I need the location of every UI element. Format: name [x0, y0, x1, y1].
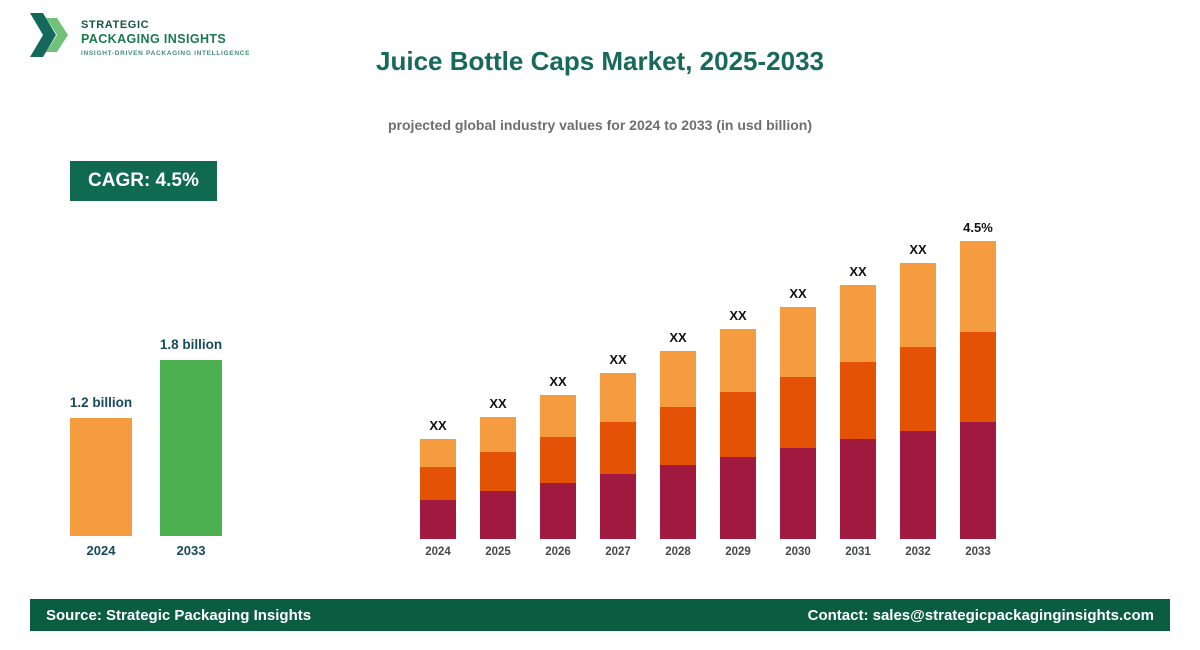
- footer-bar: Source: Strategic Packaging Insights Con…: [30, 599, 1170, 631]
- bar-segment-middle: [420, 467, 456, 500]
- bar-segment-middle: [840, 362, 876, 439]
- bar-segment-bottom: [780, 448, 816, 539]
- bar-segment-bottom: [540, 483, 576, 539]
- bar-segment-bottom: [480, 491, 516, 539]
- stacked-bar-top-label: XX: [789, 286, 807, 301]
- bar-segment-top: [720, 329, 756, 392]
- stacked-bar-year-label: 2027: [605, 546, 631, 558]
- bar-segment-middle: [660, 407, 696, 465]
- double-chevron-icon: [30, 12, 72, 63]
- stacked-bar-top-label: 4.5%: [963, 220, 993, 235]
- bar-segment-bottom: [600, 474, 636, 539]
- brand-tagline: INSIGHT-DRIVEN PACKAGING INTELLIGENCE: [81, 49, 251, 57]
- bar-segment-top: [420, 439, 456, 467]
- stacked-bar-group-2031: XX 2031: [840, 264, 876, 558]
- stacked-bar-top-label: XX: [429, 418, 447, 433]
- mini-bar-value-label: 1.8 billion: [159, 337, 223, 352]
- brand-wordmark: STRATEGIC PACKAGING INSIGHTS INSIGHT-DRI…: [81, 19, 250, 57]
- bar-segment-top: [540, 395, 576, 437]
- footer-contact: Contact: sales@strategicpackaginginsight…: [807, 606, 1154, 624]
- bar-segment-bottom: [420, 500, 456, 539]
- mini-bar-group-2033: 1.8 billion 2033: [160, 337, 222, 558]
- mini-bar-2033: [160, 360, 222, 536]
- stacked-bar-group-2030: XX 2030: [780, 286, 816, 558]
- stacked-bar-group-2033: 4.5% 2033: [960, 220, 996, 558]
- stacked-bar-year-label: 2029: [725, 546, 751, 558]
- footer-source: Source: Strategic Packaging Insights: [46, 606, 312, 624]
- stacked-bar-top-label: XX: [609, 352, 627, 367]
- bar-segment-top: [780, 307, 816, 377]
- bar-segment-middle: [600, 422, 636, 474]
- mini-bar-value-label: 1.2 billion: [69, 395, 133, 410]
- bar-segment-top: [480, 417, 516, 452]
- stacked-bar-2029: [720, 329, 756, 539]
- stacked-bar-year-label: 2031: [845, 546, 871, 558]
- stacked-bar-group-2028: XX 2028: [660, 330, 696, 558]
- stacked-bar-year-label: 2030: [785, 546, 811, 558]
- bar-segment-bottom: [900, 431, 936, 539]
- bar-segment-middle: [480, 452, 516, 491]
- bar-segment-middle: [780, 377, 816, 448]
- page-title: Juice Bottle Caps Market, 2025-2033: [376, 46, 824, 76]
- mini-bar-group-2024: 1.2 billion 2024: [70, 395, 132, 558]
- stacked-bar-group-2027: XX 2027: [600, 352, 636, 558]
- mini-comparison-chart: 1.2 billion 2024 1.8 billion 2033: [70, 337, 222, 558]
- stacked-bar-chart: XX 2024 XX 2025 XX 2026 XX 2027 XX 2028 XX 2029 XX 20…: [420, 220, 996, 558]
- brand-logo: STRATEGIC PACKAGING INSIGHTS INSIGHT-DRI…: [30, 12, 250, 63]
- bar-segment-top: [600, 373, 636, 422]
- stacked-bar-top-label: XX: [909, 242, 927, 257]
- stacked-bar-group-2029: XX 2029: [720, 308, 756, 558]
- stacked-bar-2031: [840, 285, 876, 539]
- bar-segment-bottom: [660, 465, 696, 539]
- stacked-bar-year-label: 2026: [545, 546, 571, 558]
- stacked-bar-top-label: XX: [729, 308, 747, 323]
- stacked-bar-2024: [420, 439, 456, 539]
- bar-segment-top: [960, 241, 996, 332]
- stacked-bar-2025: [480, 417, 516, 539]
- stacked-bar-year-label: 2032: [905, 546, 931, 558]
- brand-line2: PACKAGING INSIGHTS: [81, 31, 227, 46]
- stacked-bar-2027: [600, 373, 636, 539]
- page-subtitle: projected global industry values for 202…: [388, 117, 812, 133]
- bar-segment-top: [660, 351, 696, 407]
- cagr-badge: CAGR: 4.5%: [70, 161, 217, 201]
- mini-bar-year-label: 2033: [176, 543, 206, 558]
- bar-segment-top: [840, 285, 876, 362]
- stacked-bar-group-2026: XX 2026: [540, 374, 576, 558]
- bar-segment-middle: [720, 392, 756, 457]
- bar-segment-middle: [960, 332, 996, 422]
- stacked-bar-2032: [900, 263, 936, 539]
- stacked-bar-group-2024: XX 2024: [420, 418, 456, 558]
- stacked-bar-2030: [780, 307, 816, 539]
- stacked-bar-top-label: XX: [849, 264, 867, 279]
- stacked-bar-top-label: XX: [489, 396, 507, 411]
- stacked-bar-top-label: XX: [669, 330, 687, 345]
- bar-segment-top: [900, 263, 936, 347]
- bar-segment-bottom: [840, 439, 876, 539]
- stacked-bar-2028: [660, 351, 696, 539]
- stacked-bar-2026: [540, 395, 576, 539]
- stacked-bar-group-2032: XX 2032: [900, 242, 936, 558]
- stacked-bar-group-2025: XX 2025: [480, 396, 516, 558]
- bar-segment-bottom: [960, 422, 996, 539]
- stacked-bar-2033: [960, 241, 996, 539]
- mini-bar-year-label: 2024: [86, 543, 116, 558]
- stacked-bar-year-label: 2025: [485, 546, 511, 558]
- stacked-bar-year-label: 2024: [425, 546, 451, 558]
- bar-segment-middle: [900, 347, 936, 431]
- bar-segment-middle: [540, 437, 576, 483]
- stacked-bar-top-label: XX: [549, 374, 567, 389]
- brand-line1: STRATEGIC: [81, 18, 150, 31]
- stacked-bar-year-label: 2028: [665, 546, 691, 558]
- bar-segment-bottom: [720, 457, 756, 539]
- stacked-bar-year-label: 2033: [965, 546, 991, 558]
- mini-bar-2024: [70, 418, 132, 536]
